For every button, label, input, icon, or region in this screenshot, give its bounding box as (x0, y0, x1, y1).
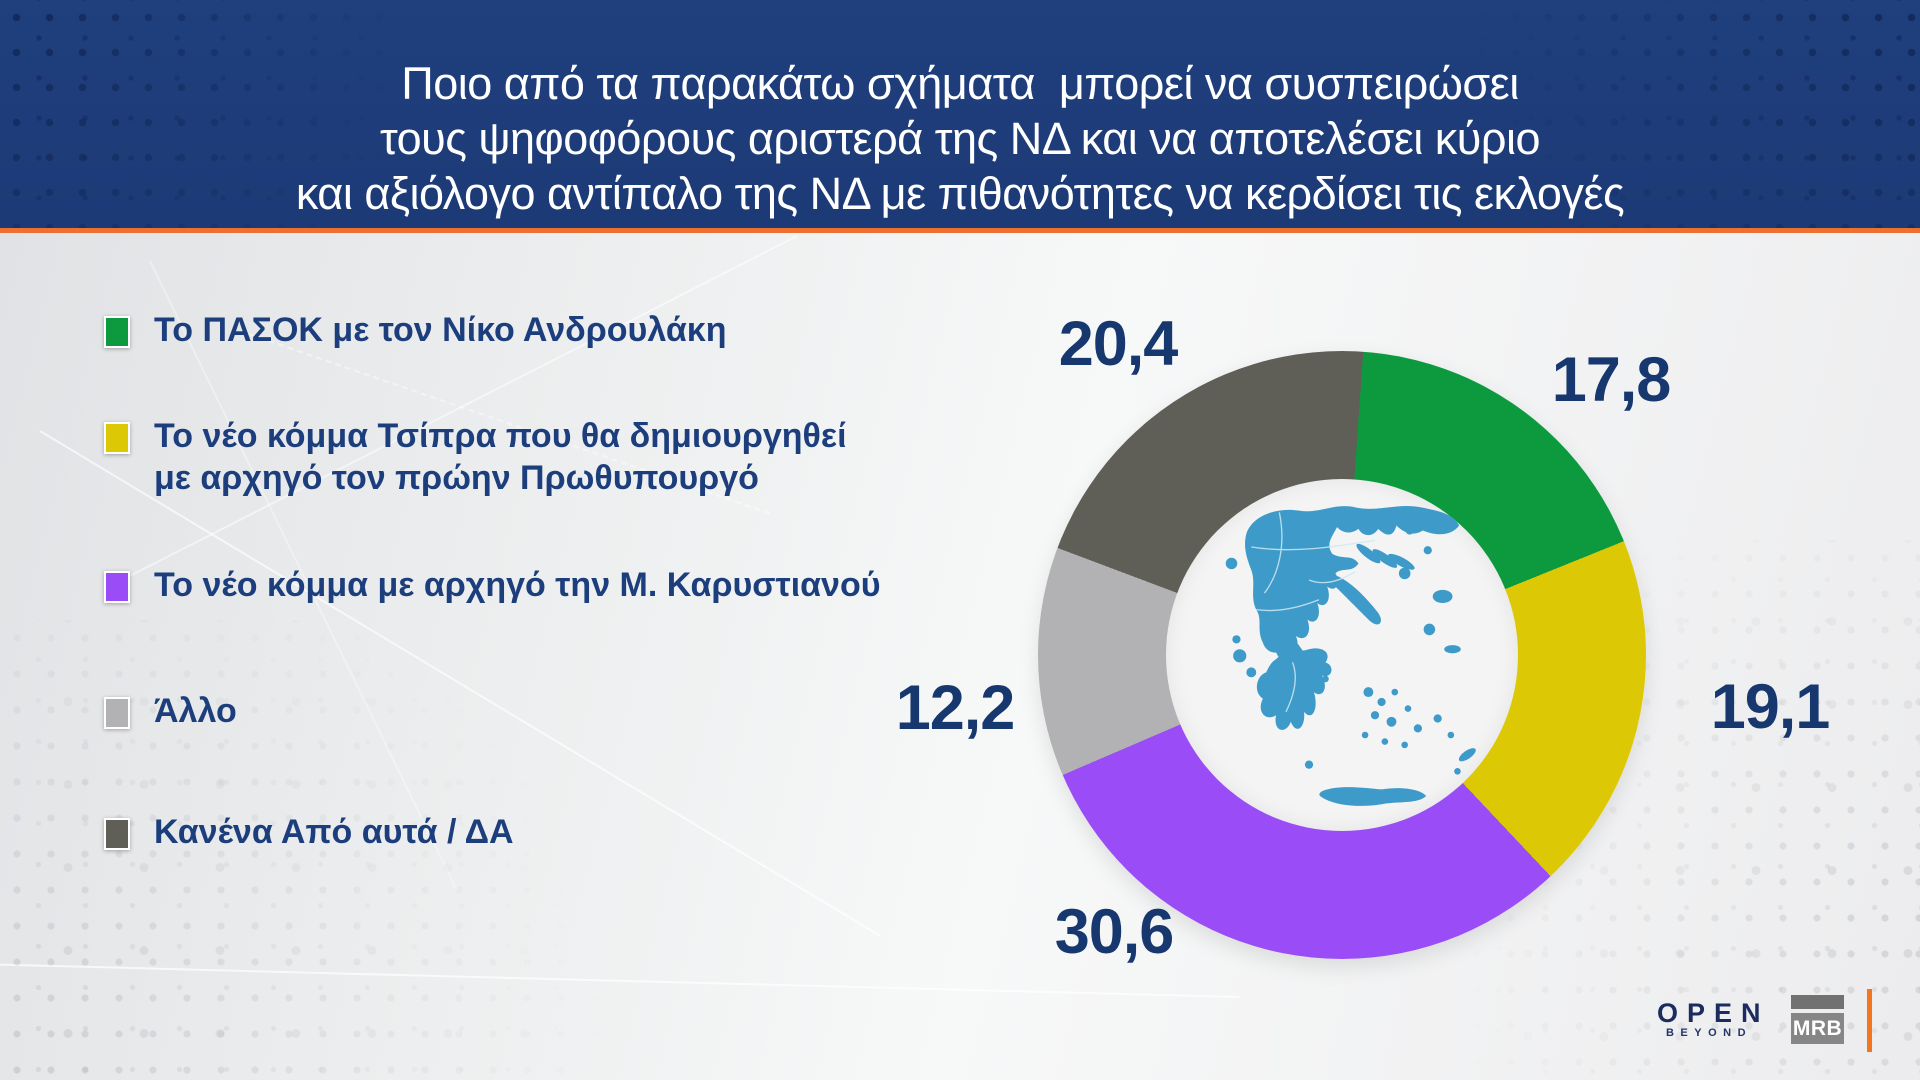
legend-item-label: Κανένα Από αυτά / ΔΑ (154, 813, 514, 851)
donut-hole (1166, 479, 1518, 831)
question-header: Ποιο από τα παρακάτω σχήματα μπορεί να σ… (0, 0, 1920, 233)
legend-item-label: Το ΠΑΣΟΚ με τον Νίκο Ανδρουλάκη (154, 311, 727, 349)
donut-value-label: 19,1 (1710, 672, 1831, 742)
orange-divider (1867, 989, 1872, 1052)
mrb-logo: MRB (1791, 995, 1844, 1044)
open-logo-word: OPEN (1657, 998, 1770, 1028)
donut-value-label: 30,6 (1054, 897, 1175, 967)
legend-item-label: Άλλο (154, 692, 237, 730)
legend-item: Το νέο κόμμα με αρχηγό την Μ. Καρυστιανο… (104, 564, 881, 606)
background-diagonal-line (39, 430, 881, 937)
legend-item-label: Το νέο κόμμα Τσίπρα που θα δημιουργηθεί … (154, 417, 847, 497)
legend-color-marker (104, 571, 130, 603)
legend-item-label: Το νέο κόμμα με αρχηγό την Μ. Καρυστιανο… (154, 566, 881, 604)
background-diagonal-line (119, 235, 798, 582)
legend-item: Άλλο (104, 690, 237, 732)
mrb-logo-text: MRB (1791, 1013, 1844, 1044)
legend-color-marker (104, 697, 130, 729)
open-logo: OPEN BEYOND (1648, 1000, 1764, 1040)
question-title-line-1: Ποιο από τα παρακάτω σχήματα μπορεί να σ… (401, 58, 1519, 109)
legend-item: Το ΠΑΣΟΚ με τον Νίκο Ανδρουλάκη (104, 309, 726, 351)
legend-item: Κανένα Από αυτά / ΔΑ (104, 811, 514, 853)
greece-map-icon (1225, 505, 1476, 806)
question-title-line-2: τους ψηφοφόρους αριστερά της ΝΔ και να α… (379, 113, 1541, 164)
legend-color-marker (104, 316, 130, 348)
donut-value-label: 20,4 (1058, 309, 1179, 379)
question-title-line-3: και αξιόλογο αντίπαλο της ΝΔ με πιθανότη… (295, 168, 1625, 219)
background-diagonal-line (0, 962, 1240, 999)
legend-item: Το νέο κόμμα Τσίπρα που θα δημιουργηθεί … (104, 415, 847, 499)
open-logo-subtitle: BEYOND (1665, 1027, 1753, 1039)
donut-value-label: 17,8 (1551, 345, 1672, 415)
legend-color-marker (104, 818, 130, 850)
donut-value-label: 12,2 (895, 673, 1016, 743)
question-title: Ποιο από τα παρακάτω σχήματα μπορεί να σ… (0, 56, 1920, 221)
legend-color-marker (104, 422, 130, 454)
mrb-logo-bar (1791, 995, 1844, 1009)
